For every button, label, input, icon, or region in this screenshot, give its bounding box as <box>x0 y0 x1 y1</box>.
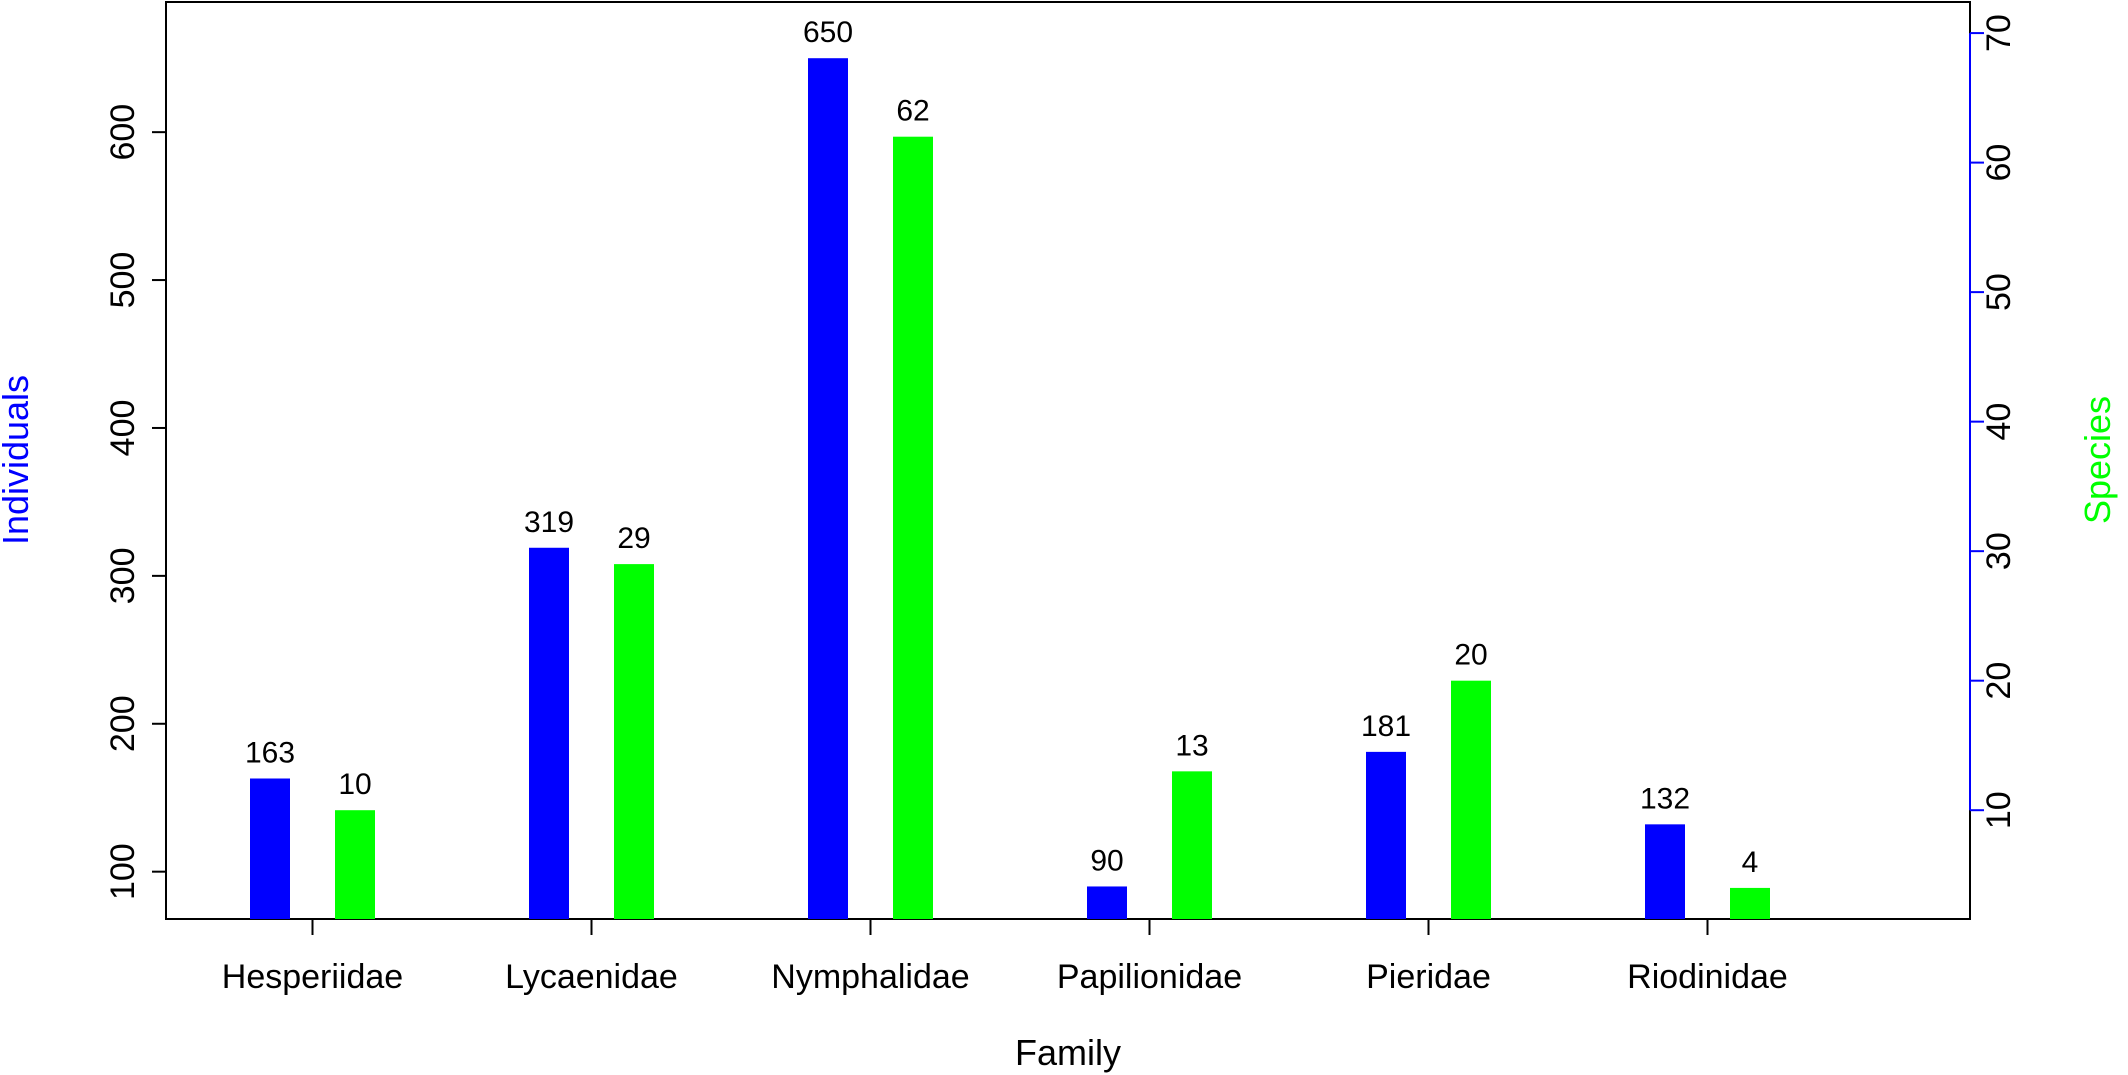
left-tick-label-600: 600 <box>104 104 142 161</box>
bar-species-papilionidae <box>1172 771 1212 919</box>
data-label-species-riodinidae: 4 <box>1742 846 1759 879</box>
data-label-species-hesperiidae: 10 <box>338 768 371 801</box>
left-tick-label-200: 200 <box>104 695 142 752</box>
x-tick-label-riodinidae: Riodinidae <box>1627 958 1788 996</box>
bar-species-nymphalidae <box>893 136 933 919</box>
right-tick-label-50: 50 <box>1980 273 2018 311</box>
data-label-species-papilionidae: 13 <box>1175 729 1208 762</box>
right-tick-label-10: 10 <box>1980 791 2018 829</box>
data-label-species-lycaenidae: 29 <box>617 522 650 555</box>
bar-individuals-nymphalidae <box>808 58 848 919</box>
left-tick-label-100: 100 <box>104 843 142 900</box>
right-tick-label-40: 40 <box>1980 403 2018 441</box>
right-axis-title: Species <box>2077 396 2118 524</box>
x-axis: Hesperiidae Lycaenidae Nymphalidae Papilion… <box>222 919 1788 996</box>
data-label-individuals-lycaenidae: 319 <box>524 506 574 539</box>
bar-species-riodinidae <box>1730 887 1770 919</box>
right-tick-label-20: 20 <box>1980 662 2018 700</box>
x-tick-label-nymphalidae: Nymphalidae <box>771 958 969 996</box>
bar-species-lycaenidae <box>614 564 654 919</box>
left-axis: 100 200 300 400 500 600 <box>104 104 166 900</box>
data-label-individuals-nymphalidae: 650 <box>803 16 853 49</box>
bar-individuals-pieridae <box>1366 751 1406 919</box>
data-label-individuals-papilionidae: 90 <box>1090 844 1123 877</box>
x-tick-label-papilionidae: Papilionidae <box>1057 958 1242 996</box>
right-tick-label-30: 30 <box>1980 532 2018 570</box>
data-label-species-pieridae: 20 <box>1454 639 1487 672</box>
data-label-individuals-hesperiidae: 163 <box>245 736 295 769</box>
data-label-individuals-pieridae: 181 <box>1361 710 1411 743</box>
data-labels-layer: 163 319 650 90 181 132 10 29 62 13 20 4 <box>245 16 1758 879</box>
plot-frame <box>165 1 1971 920</box>
right-tick-label-60: 60 <box>1980 144 2018 182</box>
left-tick-label-400: 400 <box>104 400 142 457</box>
bar-individuals-lycaenidae <box>529 547 569 919</box>
x-tick-label-hesperiidae: Hesperiidae <box>222 958 403 996</box>
x-tick-label-lycaenidae: Lycaenidae <box>505 958 678 996</box>
x-axis-title: Family <box>1015 1032 1121 1073</box>
left-tick-label-500: 500 <box>104 252 142 309</box>
data-label-individuals-riodinidae: 132 <box>1640 782 1690 815</box>
data-label-species-nymphalidae: 62 <box>896 95 929 128</box>
left-tick-label-300: 300 <box>104 547 142 604</box>
bar-individuals-papilionidae <box>1087 886 1127 919</box>
right-tick-label-70: 70 <box>1980 14 2018 52</box>
right-axis: 10 20 30 40 50 60 70 <box>1969 14 2018 829</box>
left-axis-title: Individuals <box>0 375 36 545</box>
bar-species-pieridae <box>1451 680 1491 919</box>
bar-individuals-riodinidae <box>1645 824 1685 919</box>
bars-layer <box>250 58 1770 919</box>
bar-species-hesperiidae <box>335 810 375 919</box>
x-tick-label-pieridae: Pieridae <box>1366 958 1491 996</box>
bar-individuals-hesperiidae <box>250 778 290 919</box>
